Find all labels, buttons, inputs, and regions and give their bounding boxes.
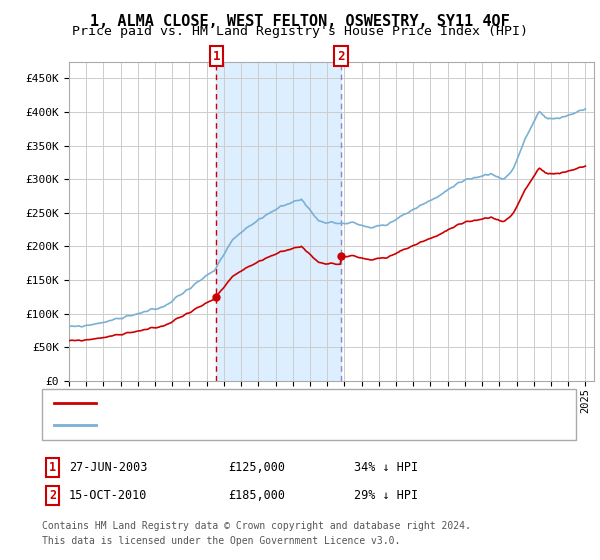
Text: 34% ↓ HPI: 34% ↓ HPI [354, 461, 418, 474]
Text: 1, ALMA CLOSE, WEST FELTON, OSWESTRY, SY11 4QF (detached house): 1, ALMA CLOSE, WEST FELTON, OSWESTRY, SY… [102, 398, 527, 408]
Text: 2: 2 [337, 49, 344, 63]
Bar [217, 62, 341, 381]
Text: £125,000: £125,000 [228, 461, 285, 474]
Text: HPI: Average price, detached house, Shropshire: HPI: Average price, detached house, Shro… [102, 421, 413, 431]
Text: 1: 1 [49, 461, 56, 474]
Text: 1, ALMA CLOSE, WEST FELTON, OSWESTRY, SY11 4QF: 1, ALMA CLOSE, WEST FELTON, OSWESTRY, SY… [90, 14, 510, 29]
Text: 1: 1 [213, 49, 220, 63]
Text: Price paid vs. HM Land Registry's House Price Index (HPI): Price paid vs. HM Land Registry's House … [72, 25, 528, 38]
Text: 27-JUN-2003: 27-JUN-2003 [69, 461, 148, 474]
Text: £185,000: £185,000 [228, 489, 285, 502]
Text: Contains HM Land Registry data © Crown copyright and database right 2024.
This d: Contains HM Land Registry data © Crown c… [42, 521, 471, 545]
Text: 2: 2 [49, 489, 56, 502]
Text: 15-OCT-2010: 15-OCT-2010 [69, 489, 148, 502]
Text: 29% ↓ HPI: 29% ↓ HPI [354, 489, 418, 502]
